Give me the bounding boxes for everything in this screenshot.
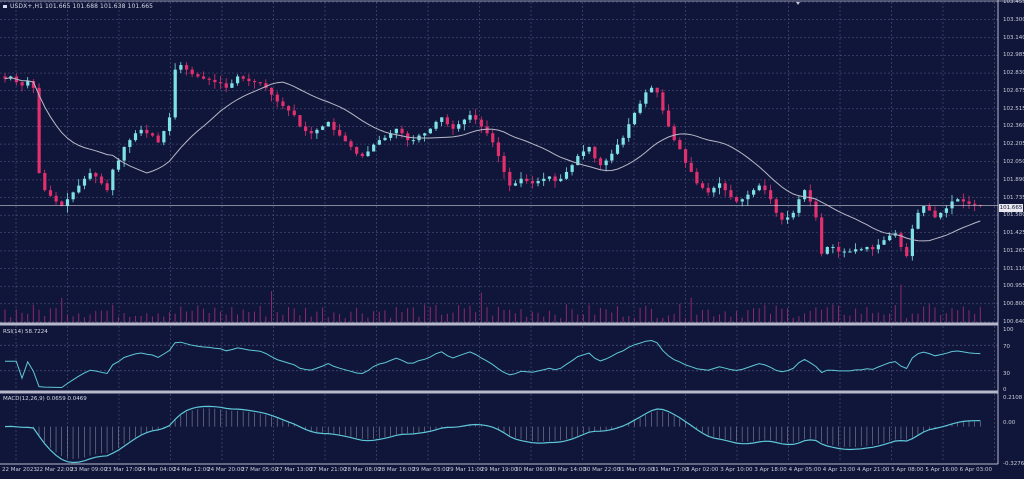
symbol-header: USDX+,H1 101.665 101.688 101.638 101.665 [3, 3, 153, 10]
current-price-tag: 101.665 [999, 204, 1023, 212]
time-tick: 5 Apr 08:00 [891, 467, 924, 473]
price-tick: 100.640 [1003, 319, 1024, 325]
time-tick: 22 Mar 22:00 [36, 467, 73, 473]
price-tick: 103.140 [1003, 34, 1024, 41]
price-tick: 101.890 [1003, 176, 1024, 183]
price-tick: 102.050 [1003, 158, 1024, 165]
rsi-tick: 100 [1003, 327, 1014, 333]
price-tick: 102.675 [1003, 87, 1024, 94]
moving-average-line [4, 77, 981, 242]
macd-tick: 0.2108 [1003, 395, 1023, 401]
grid [0, 1, 998, 462]
time-tick: 30 Mar 22:00 [583, 467, 621, 473]
macd-tick: 0.00 [1003, 420, 1016, 426]
price-tick: 102.360 [1003, 123, 1024, 130]
time-tick: 27 Mar 21:00 [309, 467, 347, 473]
rsi-tick: 70 [1003, 344, 1010, 350]
menu-icon[interactable] [3, 5, 7, 8]
price-tick: 101.580 [1003, 212, 1024, 219]
time-tick: 28 Mar 08:00 [344, 467, 381, 473]
time-tick: 6 Apr 03:00 [959, 467, 992, 473]
time-tick: 22 Mar 2023 [2, 467, 37, 473]
time-tick: 29 Mar 19:00 [480, 467, 518, 473]
time-tick: 28 Mar 16:00 [378, 467, 415, 473]
time-tick: 31 Mar 17:00 [651, 467, 689, 473]
price-tick: 101.265 [1003, 247, 1024, 254]
price-tick: 102.515 [1003, 105, 1024, 112]
time-tick: 27 Mar 05:00 [241, 467, 279, 473]
price-tick: 100.955 [1003, 283, 1024, 290]
price-tick: 100.800 [1003, 300, 1024, 307]
rsi-label: RSI(14) 58.7224 [3, 329, 48, 335]
price-tick: 101.110 [1003, 265, 1024, 272]
time-tick: 23 Mar 17:00 [104, 467, 142, 473]
volume-bars [4, 284, 981, 322]
time-tick: 29 Mar 11:00 [446, 467, 484, 473]
price-tick: 102.985 [1003, 52, 1024, 59]
rsi-levels [0, 344, 998, 372]
time-tick: 4 Apr 05:00 [788, 467, 821, 473]
symbol-line: USDX+,H1 101.665 101.688 101.638 101.665 [10, 3, 154, 10]
time-tick: 29 Mar 03:00 [412, 467, 450, 473]
macd-label: MACD(12,26,9) 0.0659 0.0469 [3, 396, 87, 402]
price-tick: 101.735 [1003, 194, 1024, 201]
time-tick: 30 Mar 14:00 [549, 467, 586, 473]
time-tick: 3 Apr 02:00 [686, 467, 719, 473]
panel-frames [0, 0, 1024, 465]
time-tick: 31 Mar 09:00 [617, 467, 655, 473]
rsi-line [5, 339, 981, 389]
time-tick: 24 Mar 04:00 [138, 467, 176, 473]
time-tick: 4 Apr 13:00 [822, 467, 856, 473]
time-tick: 27 Mar 13:00 [275, 467, 313, 473]
price-tick: 101.425 [1003, 229, 1024, 236]
price-tick: 102.830 [1003, 70, 1024, 77]
time-tick: 23 Mar 09:00 [70, 467, 108, 473]
rsi-tick: 30 [1003, 371, 1010, 377]
rsi-tick: 0 [1003, 387, 1007, 393]
price-tick: 102.205 [1003, 141, 1024, 148]
time-tick: 5 Apr 16:00 [925, 467, 958, 473]
macd-line [4, 405, 981, 464]
price-tick: 103.300 [1003, 16, 1024, 23]
price-tick: 103.455 [1003, 0, 1024, 5]
macd-tick: -0.3276 [1003, 461, 1024, 467]
candlesticks [3, 62, 983, 261]
time-tick: 4 Apr 21:00 [857, 467, 890, 473]
time-tick: 3 Apr 10:00 [720, 467, 753, 473]
time-tick: 24 Mar 20:00 [207, 467, 244, 473]
macd-histogram [10, 408, 981, 459]
time-tick: 30 Mar 06:00 [515, 467, 552, 473]
time-tick: 3 Apr 18:00 [754, 467, 787, 473]
time-tick: 24 Mar 12:00 [173, 467, 210, 473]
